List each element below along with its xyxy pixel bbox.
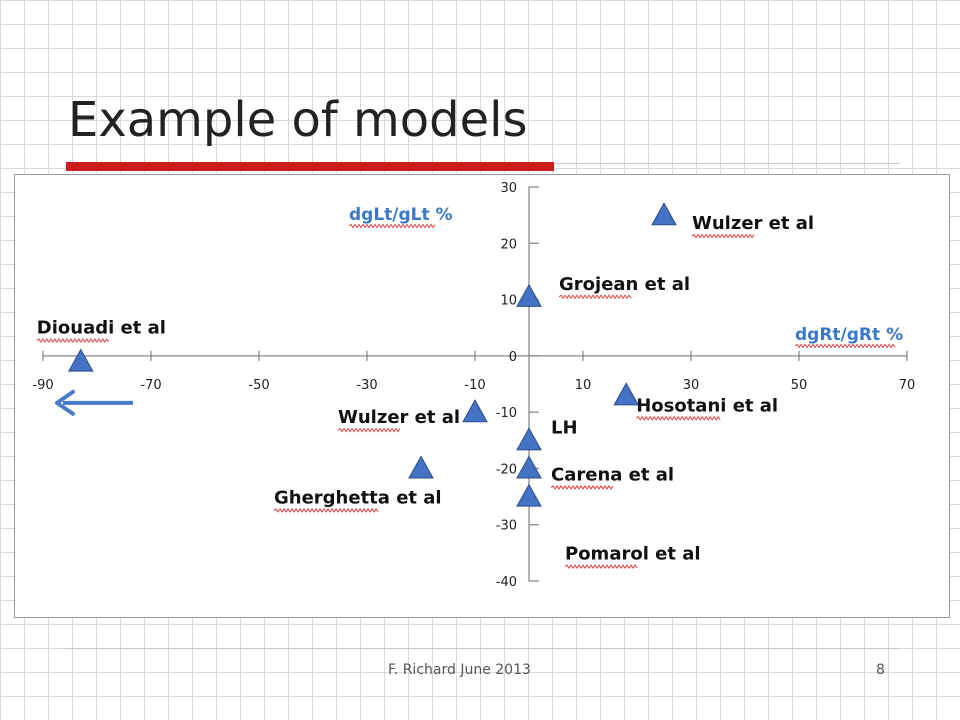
x-tick-label: 30 [683, 378, 700, 393]
footer-text: F. Richard June 2013 [388, 662, 531, 678]
data-point-triangle [516, 427, 542, 451]
data-point-triangle [651, 202, 677, 226]
x-axis-label: dgRt/gRt % [795, 325, 903, 345]
data-point-label-underline [337, 427, 401, 433]
title-rule [554, 163, 900, 164]
data-point-triangle [516, 455, 542, 479]
x-tick-label: 10 [575, 378, 592, 393]
x-tick-label: -50 [248, 378, 269, 393]
page-number: 8 [876, 662, 885, 678]
data-point-label: Carena et al [551, 464, 674, 485]
data-point-triangle [67, 348, 94, 372]
y-tick-label: -20 [496, 462, 517, 477]
title-accent-bar [66, 162, 554, 171]
data-point-triangle [408, 455, 434, 479]
data-point-triangle [516, 283, 542, 307]
y-tick-label: 0 [509, 350, 517, 365]
y-tick-label: 10 [500, 294, 517, 309]
data-point-label-underline [564, 564, 638, 569]
data-point-label-underline [273, 508, 379, 513]
x-tick-label: -10 [464, 378, 485, 393]
data-point-label-underline [691, 233, 755, 239]
data-point-label: LH [551, 417, 578, 438]
chart-frame: -90 -70 -50 -30 -10 10 30 50 70 30 20 10 0 -10 -20 -30 -… [14, 174, 950, 618]
data-point-label-underline [558, 294, 632, 300]
data-point-triangle [613, 382, 640, 406]
data-point-label: Wulzer et al [338, 407, 460, 428]
x-tick-label: 50 [791, 378, 808, 393]
x-tick-label: -30 [356, 378, 377, 393]
slide-title: Example of models [68, 92, 528, 148]
scatter-chart: -90 -70 -50 -30 -10 10 30 50 70 30 20 10 0 -10 -20 -30 -… [32, 181, 916, 590]
data-point-label: Wulzer et al [692, 213, 814, 234]
y-tick-label: -10 [496, 406, 517, 421]
data-point-label: Grojean et al [559, 274, 690, 295]
footer-rule [66, 648, 900, 649]
data-point-label: Pomarol et al [565, 544, 701, 565]
x-axis-label-underline [794, 343, 896, 349]
left-arrow-head [55, 389, 75, 416]
y-tick-label: -30 [496, 519, 517, 534]
y-axis-label-underline [348, 223, 436, 229]
y-tick-label: -40 [496, 575, 517, 590]
data-point-label-underline [36, 338, 110, 343]
y-tick-label: 30 [500, 181, 517, 196]
data-point-triangle [516, 483, 542, 507]
x-tick-label: -70 [140, 378, 161, 393]
data-point-label: Diouadi et al [37, 317, 166, 338]
y-axis-label: dgLt/gLt % [349, 205, 453, 225]
data-point-label-underline [635, 415, 721, 421]
data-point-label: Hosotani et al [636, 395, 778, 416]
y-tick-label: 20 [500, 237, 517, 252]
data-point-triangle [462, 399, 488, 423]
data-point-label-underline [550, 485, 614, 490]
data-point-label: Gherghetta et al [274, 487, 442, 508]
x-tick-label: -90 [32, 378, 53, 393]
x-tick-label: 70 [899, 378, 916, 393]
